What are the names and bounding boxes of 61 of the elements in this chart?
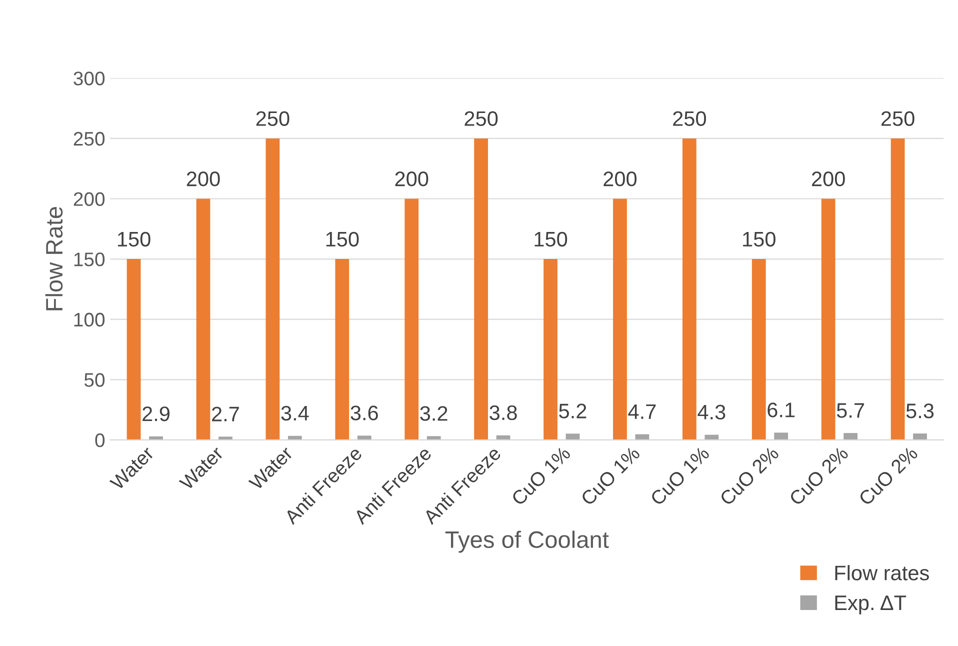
x-tick-label: CuO 2% <box>858 446 919 506</box>
data-label: 3.2 <box>420 406 448 421</box>
y-tick-label: 50 <box>84 373 105 387</box>
x-axis-title: Tyes of Coolant <box>445 530 609 553</box>
x-tick-label: CuO 1% <box>510 446 572 506</box>
bar <box>357 436 372 440</box>
data-label: 200 <box>395 172 428 186</box>
x-tick-label: CuO 2% <box>719 446 780 506</box>
data-label: 150 <box>326 232 359 247</box>
data-label: 250 <box>673 111 706 126</box>
y-axis-title: Flow Rate <box>45 206 63 310</box>
y-tick-label: 150 <box>74 252 105 266</box>
data-label: 150 <box>743 232 776 247</box>
data-label: 150 <box>534 232 568 247</box>
bar <box>752 259 766 440</box>
bar <box>426 436 441 440</box>
y-tick-label: 0 <box>95 433 105 448</box>
data-label: 5.7 <box>836 403 864 418</box>
x-tick-label: CuO 1% <box>580 446 641 506</box>
data-label: 250 <box>881 111 914 126</box>
bar <box>913 434 927 440</box>
data-label: 200 <box>604 172 637 186</box>
bar <box>266 138 280 440</box>
bar <box>474 138 488 440</box>
bar <box>544 259 558 440</box>
data-label: 150 <box>118 232 150 247</box>
y-tick-label: 250 <box>74 132 105 146</box>
data-label: 3.4 <box>281 406 309 421</box>
bar <box>218 436 232 440</box>
bar <box>335 259 350 440</box>
bar <box>196 198 210 440</box>
bar <box>566 434 580 440</box>
bar <box>821 198 836 440</box>
x-tick-label: CuO 1% <box>650 446 710 506</box>
data-label: 4.7 <box>628 404 656 419</box>
bar <box>704 434 719 440</box>
data-label: 4.3 <box>698 404 726 420</box>
bar <box>890 138 905 440</box>
bar <box>613 198 627 440</box>
data-label: 3.6 <box>350 406 378 420</box>
y-tick-label: 300 <box>74 72 105 86</box>
data-label: 3.8 <box>490 405 517 420</box>
data-label: 200 <box>186 172 220 186</box>
y-tick-label: 200 <box>74 192 105 206</box>
data-label: 5.3 <box>906 404 934 418</box>
legend-label: Flow rates <box>835 565 929 580</box>
bar <box>774 432 788 440</box>
data-label: 2.9 <box>142 406 170 422</box>
data-label: 6.1 <box>768 402 795 418</box>
legend-label: Exp. ΔT <box>835 596 906 614</box>
bar <box>844 433 858 440</box>
data-label: 2.7 <box>212 406 239 422</box>
bar <box>682 138 696 440</box>
y-tick-label: 100 <box>74 312 105 327</box>
data-label: 200 <box>812 172 845 186</box>
bar <box>404 198 419 440</box>
x-tick-label: CuO 2% <box>788 446 850 506</box>
data-label: 250 <box>464 111 498 126</box>
data-label: 5.2 <box>559 404 586 418</box>
data-label: 250 <box>256 111 290 126</box>
bar <box>126 259 141 440</box>
